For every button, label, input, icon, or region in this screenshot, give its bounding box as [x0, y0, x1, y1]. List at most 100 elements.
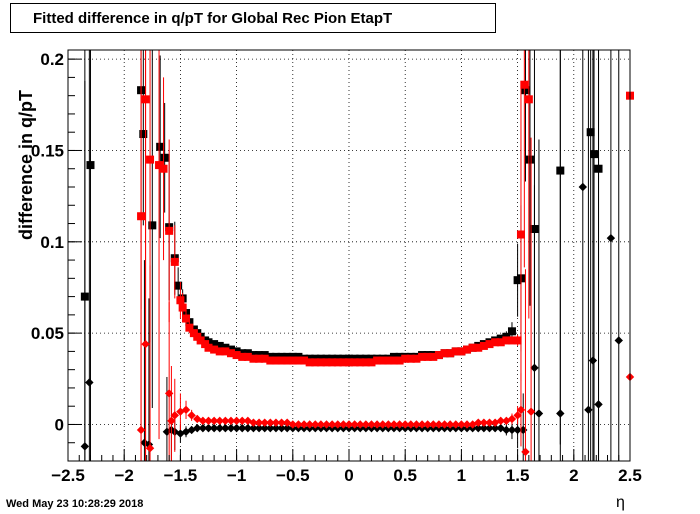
data-point	[479, 418, 489, 427]
data-point	[502, 425, 511, 435]
x-tick-label: 0.5	[393, 466, 417, 485]
data-point	[299, 420, 309, 429]
data-point	[490, 423, 500, 433]
data-point	[507, 327, 516, 336]
data-point	[164, 389, 174, 398]
data-point	[232, 423, 241, 433]
data-point	[80, 442, 90, 451]
data-point	[356, 358, 365, 367]
axes: −2.5 −2 −1.5 −1 −0.5 0 0.5 1 1.5 2 2.5 0 0.05 0.1 0.15…	[31, 50, 642, 485]
data-point	[283, 356, 292, 365]
data-point	[389, 420, 399, 429]
data-point	[181, 405, 191, 415]
data-point	[502, 336, 511, 345]
data-point	[367, 358, 376, 367]
data-point	[423, 352, 432, 361]
y-tick-label: 0.05	[31, 324, 64, 343]
data-point	[606, 233, 616, 243]
data-point	[139, 130, 148, 139]
data-point	[457, 347, 466, 356]
data-point	[429, 420, 438, 429]
data-point	[333, 420, 342, 429]
data-point	[277, 423, 286, 433]
data-point	[221, 347, 230, 356]
data-point	[136, 425, 146, 435]
data-point	[277, 418, 286, 427]
data-point	[350, 420, 359, 429]
data-point	[215, 423, 224, 433]
data-point	[412, 354, 421, 363]
data-point	[524, 95, 533, 104]
data-point	[209, 416, 219, 426]
data-point	[204, 423, 213, 433]
data-point	[516, 405, 526, 415]
data-point	[418, 352, 427, 361]
data-point	[204, 343, 213, 352]
data-point	[339, 358, 348, 367]
chart-title: Fitted difference in q/pT for Global Rec…	[33, 9, 393, 27]
data-point	[525, 155, 534, 164]
data-point	[215, 341, 224, 350]
data-point	[193, 423, 202, 433]
data-point	[327, 420, 337, 429]
data-point	[260, 423, 269, 433]
data-point	[395, 420, 404, 429]
data-point	[507, 414, 517, 424]
data-point	[412, 420, 421, 429]
x-tick-label: 2	[569, 466, 578, 485]
data-point	[288, 420, 297, 429]
x-tick-label: −2	[115, 466, 134, 485]
data-point	[513, 425, 522, 435]
data-point	[294, 420, 303, 429]
data-point	[345, 358, 353, 367]
data-point	[474, 418, 483, 427]
data-point	[520, 80, 529, 89]
data-point	[556, 409, 565, 418]
data-point	[513, 411, 522, 420]
data-point	[479, 341, 488, 350]
data-point	[159, 164, 168, 173]
data-point	[145, 444, 155, 453]
data-point	[434, 351, 443, 360]
series-group	[80, 50, 623, 461]
data-point	[271, 423, 281, 433]
data-point	[170, 257, 179, 266]
data-point	[266, 423, 275, 433]
y-tick-label: 0.15	[31, 141, 64, 160]
data-point	[156, 142, 165, 151]
data-point	[586, 128, 595, 137]
data-point	[238, 423, 247, 433]
data-point	[401, 354, 410, 363]
data-point	[507, 425, 517, 435]
data-point	[271, 356, 280, 365]
data-point	[496, 338, 505, 347]
data-point	[434, 420, 444, 429]
data-point	[176, 296, 185, 305]
data-point	[440, 349, 449, 358]
data-point	[350, 358, 359, 367]
data-point	[339, 420, 348, 429]
data-point	[440, 420, 449, 429]
data-point	[462, 420, 472, 429]
data-point	[445, 420, 455, 429]
data-point	[226, 349, 235, 358]
data-point	[238, 416, 247, 426]
data-point	[182, 314, 191, 323]
x-tick-label: 1	[457, 466, 466, 485]
data-point	[333, 358, 342, 367]
data-point	[187, 411, 196, 420]
data-point	[254, 423, 264, 433]
data-point	[491, 338, 500, 347]
series-layer	[80, 50, 635, 461]
data-point	[305, 420, 314, 429]
data-point	[361, 420, 371, 429]
data-point	[254, 418, 264, 427]
data-point	[367, 420, 376, 429]
data-point	[457, 420, 466, 429]
data-point	[155, 161, 164, 170]
data-point	[446, 349, 455, 358]
data-point	[198, 416, 208, 426]
data-point	[401, 420, 410, 429]
data-point	[322, 358, 331, 367]
data-point	[260, 418, 269, 427]
